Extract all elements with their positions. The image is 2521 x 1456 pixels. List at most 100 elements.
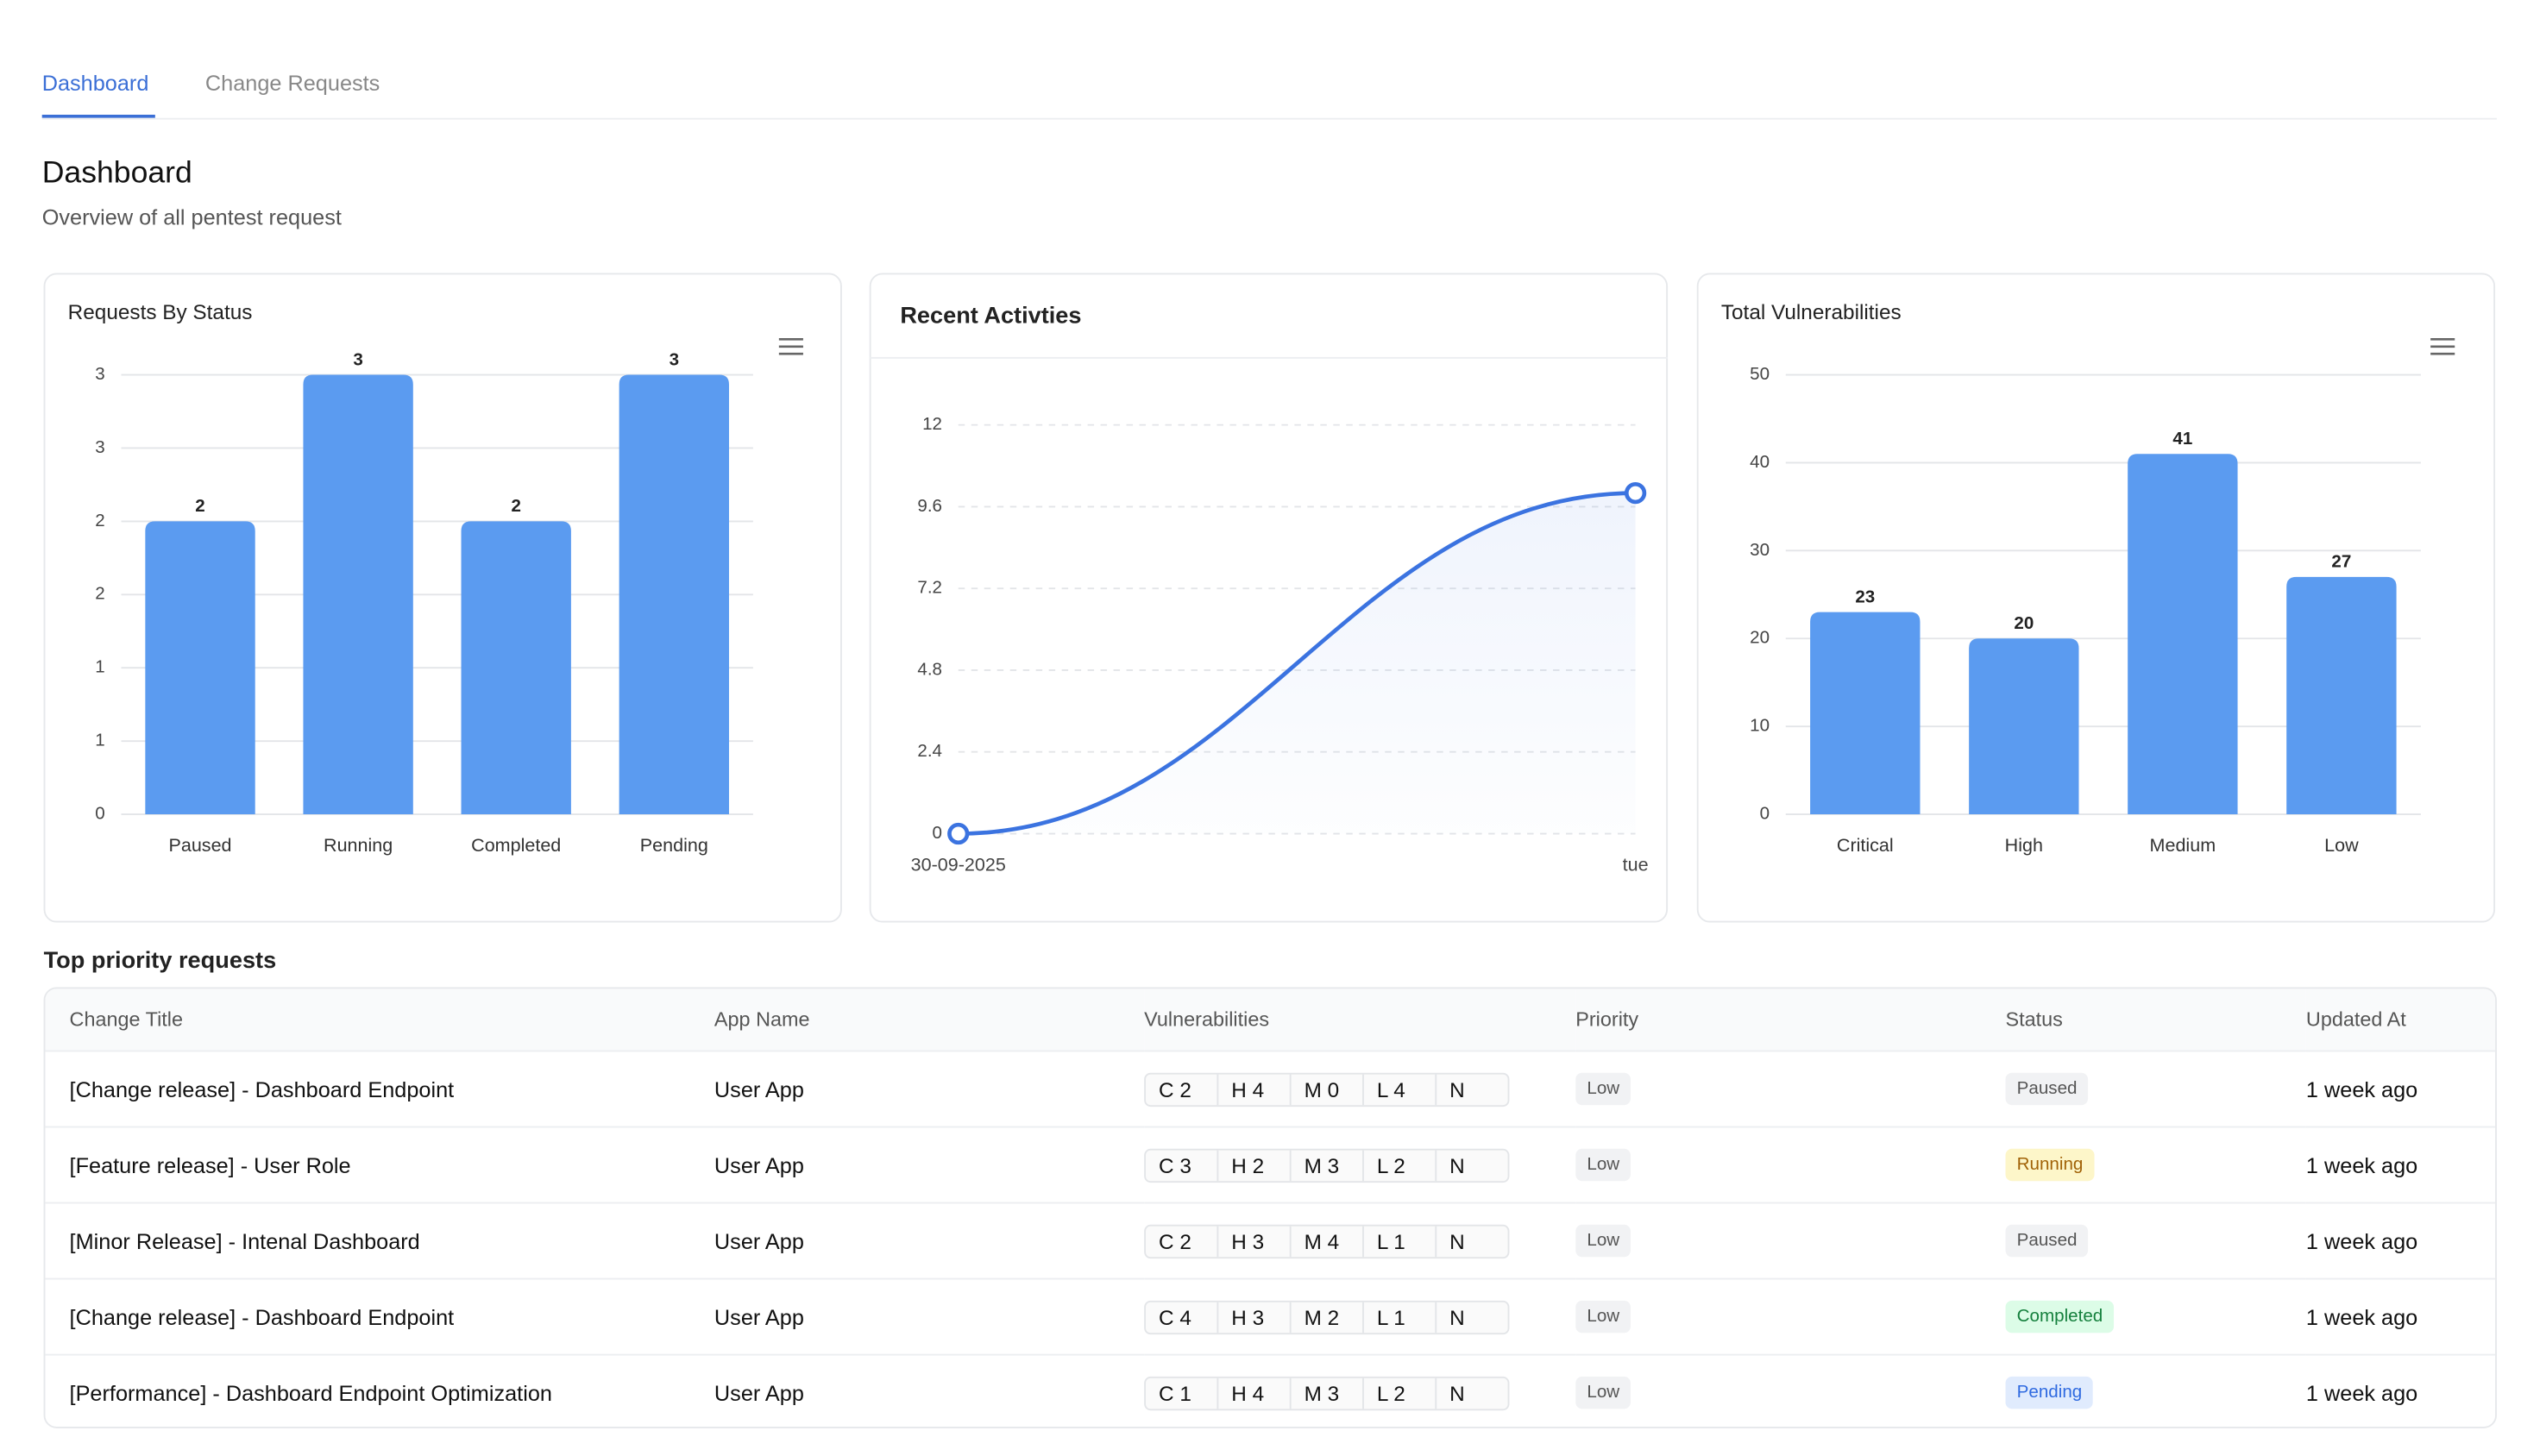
priority-cell: Low [1575, 1202, 2006, 1279]
table-row[interactable]: [Performance] - Dashboard Endpoint Optim… [45, 1353, 2496, 1427]
section-title: Top priority requests [43, 948, 277, 975]
x-tick-label: Pending [640, 835, 708, 856]
chart-title: Recent Activties [900, 301, 1081, 328]
x-tick-label: Low [2324, 835, 2359, 856]
header-row: Change Title App Name Vulnerabilities Prior… [45, 988, 2496, 1051]
priority-badge: Low [1575, 1148, 1631, 1182]
vulnerability-chip: H 2 [1216, 1149, 1289, 1181]
change-title: [Feature release] - User Role [45, 1126, 714, 1203]
table-row[interactable]: [Change release] - Dashboard Endpoint Use… [45, 1277, 2496, 1355]
priority-badge: Low [1575, 1072, 1631, 1106]
data-label: 20 [2014, 613, 2034, 633]
y-tick-label: 10 [1750, 716, 1770, 736]
y-tick-label: 1 [95, 731, 104, 750]
y-tick-label: 40 [1750, 452, 1770, 472]
y-tick-label: 3 [95, 437, 104, 457]
data-label: 27 [2331, 552, 2351, 572]
vulnerability-chip: N [1435, 1377, 1507, 1409]
table-row[interactable]: [Feature release] - User Role User App C 3… [45, 1126, 2496, 1203]
bar [1969, 638, 2079, 815]
vulnerability-chip: C 2 [1159, 1076, 1191, 1101]
column-header: Change Title [45, 988, 714, 1051]
x-tick-label: Paused [169, 835, 232, 856]
app-name: User App [714, 1202, 1145, 1279]
status-cell: Completed [2005, 1277, 2306, 1355]
y-tick-label: 12 [922, 414, 942, 434]
bar [1810, 612, 1921, 815]
vulnerability-chip: L 1 [1362, 1301, 1435, 1333]
table-row[interactable]: [Minor Release] - Intenal Dashboard User … [45, 1202, 2496, 1279]
chart-title: Total Vulnerabilities [1721, 301, 1902, 324]
y-tick-label: 0 [933, 823, 942, 843]
app-name: User App [714, 1126, 1145, 1203]
vulnerability-chip: M 4 [1289, 1225, 1362, 1257]
data-label: 3 [670, 349, 679, 369]
bar [461, 521, 571, 815]
change-title: [Change release] - Dashboard Endpoint [45, 1277, 714, 1355]
app-name: User App [714, 1050, 1145, 1127]
y-tick-label: 30 [1750, 540, 1770, 560]
menu-icon[interactable] [778, 338, 803, 355]
x-tick-label: High [2005, 835, 2043, 856]
bar [619, 374, 730, 815]
x-tick-label: tue [1623, 855, 1649, 875]
priority-cell: Low [1575, 1277, 2006, 1355]
status-cell: Paused [2005, 1202, 2306, 1279]
vulnerability-chip: C 1 [1159, 1380, 1191, 1405]
bar [303, 374, 413, 815]
priority-badge: Low [1575, 1224, 1631, 1258]
vulnerability-chip: L 2 [1362, 1149, 1435, 1181]
point [1624, 481, 1647, 505]
chart-title: Requests By Status [68, 301, 253, 324]
tab-underline [41, 114, 155, 118]
y-tick-label: 50 [1750, 364, 1770, 384]
table: Change Title App Name Vulnerabilities Prior… [45, 988, 2496, 1427]
data-label: 2 [195, 496, 204, 516]
vulnerability-chip: M 3 [1289, 1149, 1362, 1181]
x-tick-label: Running [324, 835, 393, 856]
column-header: Vulnerabilities [1144, 988, 1576, 1051]
vulnerability-chip: N [1435, 1073, 1507, 1105]
priority-cell: Low [1575, 1353, 2006, 1427]
y-tick-label: 2 [95, 584, 104, 604]
y-tick-label: 3 [95, 364, 104, 384]
app-name: User App [714, 1277, 1145, 1355]
y-tick-label: 4.8 [917, 659, 942, 679]
y-tick-label: 20 [1750, 628, 1770, 648]
vulnerability-chip: C 3 [1159, 1152, 1191, 1177]
x-tick-label: Critical [1837, 835, 1894, 856]
bar [2128, 454, 2238, 815]
menu-icon[interactable] [2430, 338, 2455, 355]
change-title: [Performance] - Dashboard Endpoint Optim… [45, 1353, 714, 1427]
vulnerability-chip: N [1435, 1301, 1507, 1333]
change-title: [Minor Release] - Intenal Dashboard [45, 1202, 714, 1279]
vulnerability-chip: L 1 [1362, 1225, 1435, 1257]
y-tick-label: 9.6 [917, 496, 942, 516]
column-header: Priority [1575, 988, 2006, 1051]
y-tick-label: 0 [1760, 803, 1770, 823]
table-card: Change Title App Name Vulnerabilities Prior… [43, 987, 2497, 1428]
table-row[interactable]: [Change release] - Dashboard Endpoint Use… [45, 1050, 2496, 1127]
data-label: 23 [1855, 587, 1875, 606]
y-tick-label: 2.4 [917, 741, 942, 761]
status-badge: Paused [2005, 1224, 2089, 1258]
card-divider [869, 356, 1669, 359]
vulnerability-chip: H 3 [1216, 1301, 1289, 1333]
y-tick-label: 7.2 [917, 578, 942, 598]
updated-at: 1 week ago [2305, 1126, 2496, 1203]
tab-divider [41, 117, 2497, 120]
point [947, 822, 970, 845]
updated-at: 1 week ago [2305, 1202, 2496, 1279]
status-cell: Pending [2005, 1353, 2306, 1427]
x-tick-label: Completed [471, 835, 561, 856]
tab[interactable]: Change Requests [204, 71, 380, 96]
vulnerability-chip: L 2 [1362, 1377, 1435, 1409]
tab-active[interactable]: Dashboard [41, 71, 149, 96]
vulnerability-chip: M 3 [1289, 1377, 1362, 1409]
